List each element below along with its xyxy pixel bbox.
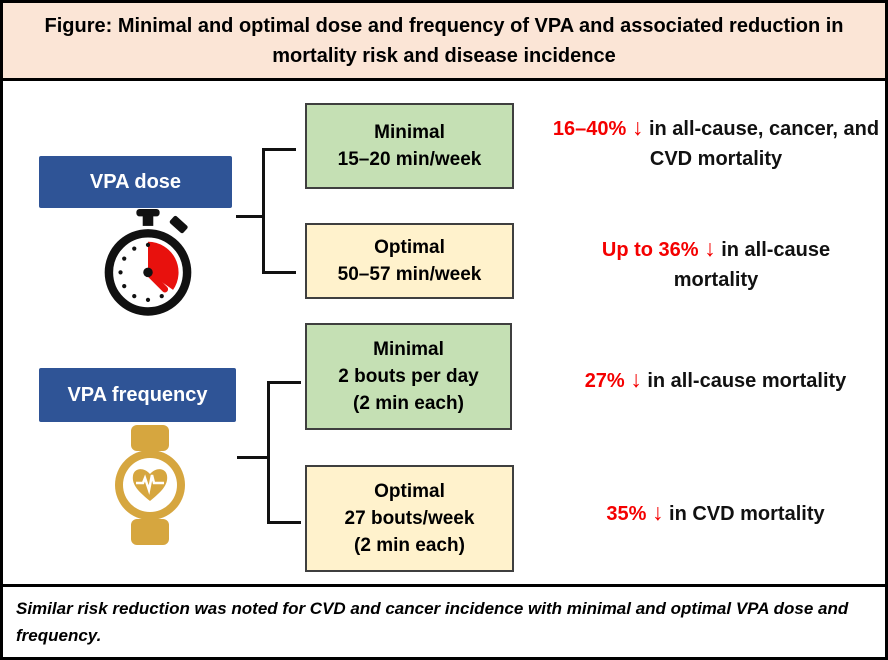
frequency-optimal-box: Optimal 27 bouts/week (2 min each) bbox=[305, 465, 514, 572]
down-arrow-icon: ↓ bbox=[631, 114, 644, 140]
frequency-minimal-outcome: 27% ↓ in all-cause mortality bbox=[543, 364, 888, 396]
frequency-optimal-outcome: 35% ↓ in CVD mortality bbox=[543, 497, 888, 529]
dose-bracket-connector bbox=[236, 215, 265, 218]
outcome-highlight: 16–40% bbox=[552, 118, 627, 140]
outcome-text: in all-cause, cancer, and CVD mortality bbox=[648, 118, 880, 170]
frequency-bracket-stub-bottom bbox=[267, 521, 301, 524]
outcome-highlight: Up to 36% bbox=[601, 239, 699, 261]
dose-bracket-spine bbox=[262, 148, 265, 274]
dose-minimal-outcome: 16–40% ↓ in all-cause, cancer, and CVD m… bbox=[551, 112, 881, 174]
smartwatch-icon bbox=[115, 425, 185, 545]
down-arrow-icon: ↓ bbox=[704, 235, 716, 261]
frequency-bracket-connector bbox=[237, 456, 270, 459]
vpa-dose-header: VPA dose bbox=[39, 156, 232, 208]
frequency-bracket-stub-top bbox=[267, 381, 301, 384]
frequency-bracket-spine bbox=[267, 381, 270, 524]
down-arrow-icon: ↓ bbox=[651, 499, 664, 525]
dose-optimal-box: Optimal 50–57 min/week bbox=[305, 223, 514, 299]
outcome-highlight: 27% bbox=[584, 370, 625, 392]
footnote: Similar risk reduction was noted for CVD… bbox=[3, 584, 885, 657]
outcome-highlight: 35% bbox=[606, 503, 647, 525]
vpa-frequency-header: VPA frequency bbox=[39, 368, 236, 422]
figure-title: Figure: Minimal and optimal dose and fre… bbox=[3, 3, 885, 81]
outcome-text: in all-cause mortality bbox=[673, 239, 831, 291]
down-arrow-icon: ↓ bbox=[630, 366, 642, 392]
outcome-text: in CVD mortality bbox=[669, 503, 825, 525]
stopwatch-icon bbox=[104, 209, 192, 316]
frequency-minimal-box: Minimal 2 bouts per day (2 min each) bbox=[305, 323, 512, 430]
dose-bracket-stub-bottom bbox=[262, 271, 296, 274]
dose-bracket-stub-top bbox=[262, 148, 296, 151]
dose-optimal-outcome: Up to 36% ↓ in all-cause mortality bbox=[566, 233, 866, 295]
outcome-text: in all-cause mortality bbox=[647, 370, 847, 392]
dose-minimal-box: Minimal 15–20 min/week bbox=[305, 103, 514, 189]
diagram: VPA dose Minimal 15–20 min/week Optimal … bbox=[3, 81, 885, 584]
